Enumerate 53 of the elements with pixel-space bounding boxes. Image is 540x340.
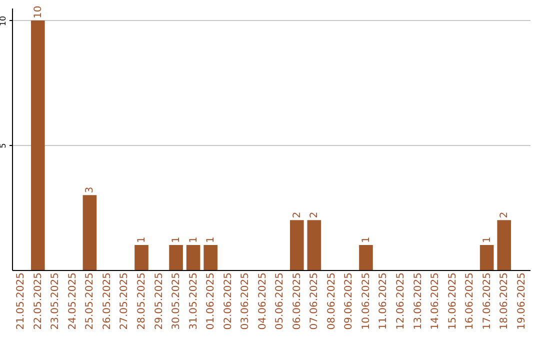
- bar: [290, 220, 304, 270]
- x-tick-label: 04.06.2025: [257, 272, 268, 330]
- x-tick-label: 22.05.2025: [32, 272, 44, 330]
- x-tick-label: 10.06.2025: [360, 272, 372, 330]
- x-tick-label: 21.05.2025: [16, 272, 27, 330]
- x-tick-label: 15.06.2025: [447, 272, 458, 330]
- x-tick-label: 19.06.2025: [516, 272, 528, 330]
- data-label: 2: [292, 212, 303, 218]
- data-label: 1: [482, 236, 493, 244]
- x-tick-label: 29.05.2025: [154, 272, 165, 330]
- bar: [186, 245, 200, 270]
- x-tick-label: 09.06.2025: [344, 272, 355, 330]
- x-tick-label: 17.06.2025: [482, 272, 493, 330]
- x-tick-label: 03.06.2025: [240, 272, 252, 330]
- x-tick-label: 18.06.2025: [499, 272, 510, 330]
- data-label: 1: [360, 236, 372, 244]
- x-tick-label: 28.05.2025: [136, 272, 148, 330]
- data-label: 2: [499, 212, 510, 218]
- x-tick-label: 13.06.2025: [412, 272, 424, 330]
- data-label: 1: [188, 236, 200, 244]
- x-tick-label: 14.06.2025: [430, 272, 442, 330]
- x-tick-label: 26.05.2025: [102, 272, 113, 330]
- x-tick-label: 11.06.2025: [378, 272, 390, 330]
- x-tick-label: 16.06.2025: [464, 272, 476, 330]
- bar: [134, 245, 148, 270]
- bar: [307, 220, 322, 270]
- x-tick-label: 30.05.2025: [171, 272, 182, 330]
- x-tick-label: 12.06.2025: [396, 272, 406, 330]
- data-label: 1: [136, 236, 148, 244]
- x-tick-label: 06.06.2025: [292, 272, 303, 330]
- data-label: 3: [84, 186, 96, 194]
- bar: [169, 245, 183, 270]
- x-tick-label: 07.06.2025: [309, 272, 320, 330]
- y-tick-label: 5: [0, 143, 8, 148]
- x-tick-label: 23.05.2025: [50, 272, 62, 330]
- data-label: 2: [309, 212, 320, 218]
- data-label: 1: [171, 236, 182, 244]
- x-tick-label: 05.06.2025: [274, 272, 286, 330]
- x-tick-label: 31.05.2025: [188, 272, 200, 330]
- data-label: 1: [206, 236, 217, 244]
- bar: [82, 195, 97, 270]
- x-tick-label: 27.05.2025: [119, 272, 130, 330]
- bar: [30, 20, 45, 270]
- x-tick-label: 24.05.2025: [67, 272, 78, 330]
- x-tick-label: 01.06.2025: [206, 272, 217, 330]
- bar: [204, 245, 218, 270]
- x-tick-label: 08.06.2025: [326, 272, 338, 330]
- x-tick-label: 25.05.2025: [84, 272, 96, 330]
- x-tick-label: 02.06.2025: [222, 272, 234, 330]
- data-label: 10: [32, 6, 44, 18]
- bar: [359, 245, 373, 270]
- bar: [497, 220, 512, 270]
- bar: [480, 245, 494, 270]
